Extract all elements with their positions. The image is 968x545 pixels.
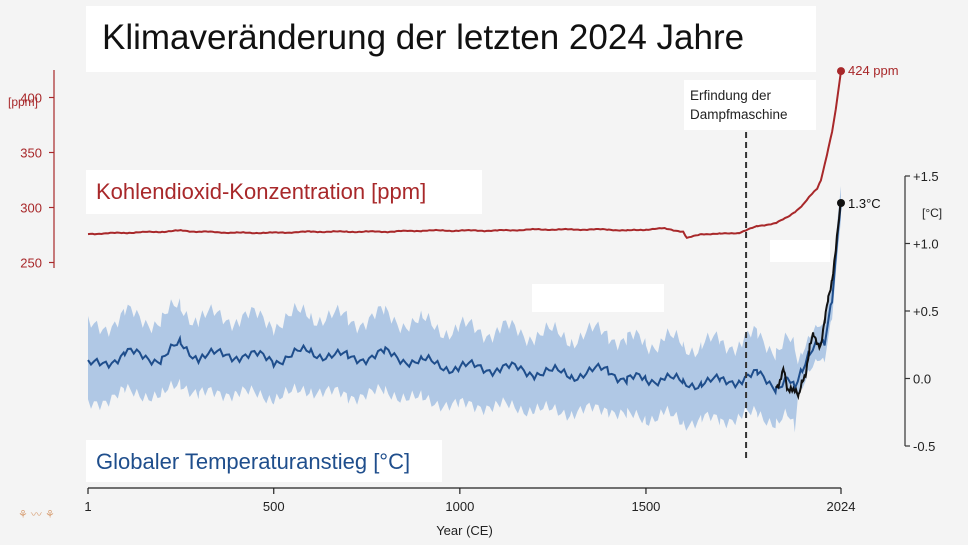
left-tick-label: 350 (20, 146, 42, 161)
right-tick-label: -0.5 (913, 439, 935, 454)
event-label-line1: Erfindung der (690, 88, 772, 103)
chart-title: Klimaveränderung der letzten 2024 Jahre (102, 18, 745, 57)
overlay-box (770, 240, 830, 262)
right-tick-label: +0.5 (913, 304, 939, 319)
temperature-label-background (86, 440, 442, 482)
temperature-band-area (88, 186, 841, 433)
x-tick-label: 500 (263, 499, 285, 514)
overlay-box (532, 284, 664, 312)
temperature-endpoint (837, 199, 845, 207)
x-tick-label: 1500 (631, 499, 660, 514)
logo: ⚘ 〰 ⚘ (18, 509, 55, 521)
right-tick-label: +1.0 (913, 237, 939, 252)
temperature-line (87, 202, 842, 396)
x-axis-title: Year (CE) (436, 523, 493, 538)
event-label-line2: Dampfmaschine (690, 107, 788, 122)
right-axis-unit: [°C] (922, 206, 942, 220)
x-tick-label: 1 (84, 499, 91, 514)
left-tick-label: 250 (20, 256, 42, 271)
series-lines: 424 ppm 1.3°C (87, 63, 899, 401)
x-tick-label: 2024 (827, 499, 856, 514)
title-background (86, 6, 816, 72)
co2-label-background (86, 170, 482, 214)
co2-line (87, 70, 842, 239)
left-tick-label: 300 (20, 201, 42, 216)
co2-series-label: Kohlendioxid-Konzentration [ppm] (96, 179, 427, 204)
event-label-background (684, 80, 816, 130)
co2-endpoint (837, 67, 845, 76)
temperature-series-label: Globaler Temperaturanstieg [°C] (96, 449, 411, 474)
steam-engine-annotation: Erfindung der Dampfmaschine (690, 86, 788, 124)
left-axis-unit: [ppm] (8, 95, 38, 109)
right-tick-label: 0.0 (913, 372, 931, 387)
temperature-end-label: 1.3°C (848, 196, 881, 211)
instrumental-line (775, 202, 842, 401)
temperature-uncertainty-band (88, 186, 841, 433)
co2-end-label: 424 ppm (848, 63, 899, 78)
right-tick-label: +1.5 (913, 169, 939, 184)
x-tick-label: 1000 (445, 499, 474, 514)
left-tick-label: 400 (20, 91, 42, 106)
